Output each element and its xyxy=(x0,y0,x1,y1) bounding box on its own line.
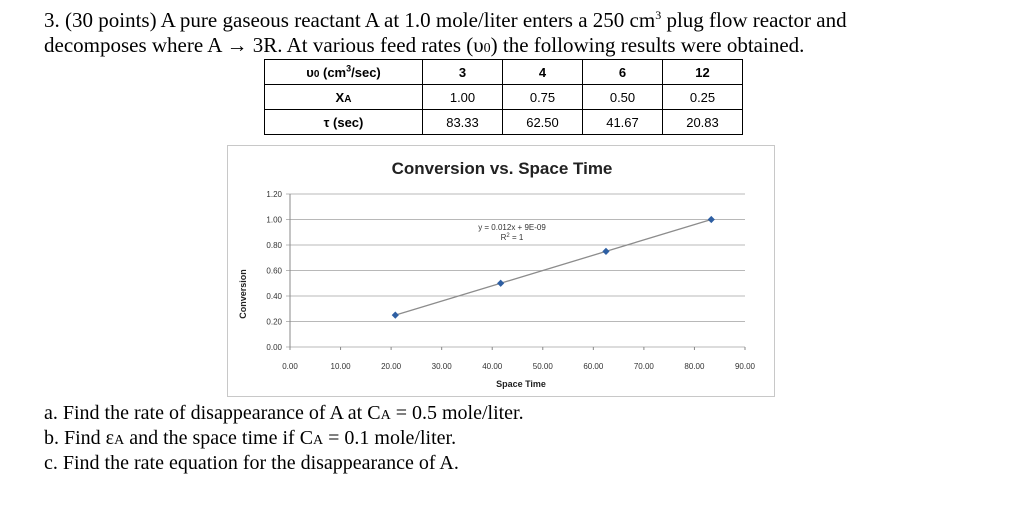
problem-statement-line-2: decomposes where A → 3R. At various feed… xyxy=(44,33,804,61)
x-tick-label: 40.00 xyxy=(482,362,503,371)
subscript: 0 xyxy=(483,41,491,56)
y-tick-label: 0.80 xyxy=(266,241,282,250)
table-cell: 12 xyxy=(662,59,743,85)
problem-points: (30 points) xyxy=(65,8,157,32)
reaction-arrow: → xyxy=(226,33,248,57)
problem-text: decomposes where A xyxy=(44,33,222,57)
table-cell: 4 xyxy=(502,59,583,85)
chart-svg: Conversion vs. Space Time Space Time Con… xyxy=(238,159,756,389)
problem-text: ) the following results were obtained. xyxy=(490,33,805,57)
table-cell: 6 xyxy=(582,59,663,85)
y-tick-label: 1.20 xyxy=(266,190,282,199)
x-tick-label: 90.00 xyxy=(735,362,756,371)
table-cell: 62.50 xyxy=(502,109,583,135)
y-tick-label: 0.00 xyxy=(266,343,282,352)
chart-title: Conversion vs. Space Time xyxy=(392,159,613,178)
superscript: 3 xyxy=(655,8,662,22)
trendline-equation: y = 0.012x + 9E-09 xyxy=(478,223,546,232)
x-axis-label: Space Time xyxy=(496,379,546,389)
table-cell: 20.83 xyxy=(662,109,743,135)
x-tick-label: 20.00 xyxy=(381,362,402,371)
y-tick-label: 0.40 xyxy=(266,292,282,301)
table-cell: 41.67 xyxy=(582,109,663,135)
x-tick-label: 0.00 xyxy=(282,362,298,371)
table-cell: 3 xyxy=(422,59,503,85)
table-row: υ0 (cm3/sec) 3 4 6 12 xyxy=(264,59,743,85)
data-point xyxy=(707,215,715,224)
x-tick-label: 70.00 xyxy=(634,362,655,371)
data-point xyxy=(497,279,505,287)
data-point xyxy=(391,311,399,319)
table-cell: 0.25 xyxy=(662,84,743,110)
table-row: τ (sec) 83.33 62.50 41.67 20.83 xyxy=(264,109,743,135)
table-cell: 0.75 xyxy=(502,84,583,110)
problem-statement-line-1: 3. (30 points) A pure gaseous reactant A… xyxy=(44,8,847,32)
question-a: a. Find the rate of disappearance of A a… xyxy=(44,402,524,424)
feed-rate-label: υ0 (cm3/sec) xyxy=(264,59,423,85)
data-point xyxy=(602,247,610,255)
results-table: υ0 (cm3/sec) 3 4 6 12 XA 1.00 0.75 0.50 … xyxy=(264,59,743,135)
x-tick-label: 60.00 xyxy=(583,362,604,371)
y-axis-label: Conversion xyxy=(238,269,248,319)
conversion-label: XA xyxy=(264,84,423,110)
table-row: XA 1.00 0.75 0.50 0.25 xyxy=(264,84,743,110)
x-tick-label: 80.00 xyxy=(684,362,705,371)
question-c: c. Find the rate equation for the disapp… xyxy=(44,452,459,474)
question-list: a. Find the rate of disappearance of A a… xyxy=(44,402,524,475)
problem-text: 3R. At various feed rates (υ xyxy=(252,33,484,57)
trendline xyxy=(395,218,712,316)
r-squared-label: R2 = 1 xyxy=(501,233,524,242)
problem-text: A pure gaseous reactant A at 1.0 mole/li… xyxy=(160,8,656,32)
conversion-chart: Conversion vs. Space Time Space Time Con… xyxy=(227,145,775,397)
y-tick-label: 1.00 xyxy=(266,216,282,225)
space-time-label: τ (sec) xyxy=(264,109,423,135)
question-b: b. Find εA and the space time if CA = 0.… xyxy=(44,427,457,449)
table-cell: 0.50 xyxy=(582,84,663,110)
x-tick-label: 50.00 xyxy=(533,362,554,371)
x-tick-label: 10.00 xyxy=(331,362,352,371)
problem-number: 3. xyxy=(44,8,60,32)
y-tick-label: 0.60 xyxy=(266,267,282,276)
x-tick-label: 30.00 xyxy=(432,362,453,371)
problem-text: plug flow reactor and xyxy=(661,8,847,32)
table-cell: 1.00 xyxy=(422,84,503,110)
y-tick-label: 0.20 xyxy=(266,318,282,327)
table-cell: 83.33 xyxy=(422,109,503,135)
